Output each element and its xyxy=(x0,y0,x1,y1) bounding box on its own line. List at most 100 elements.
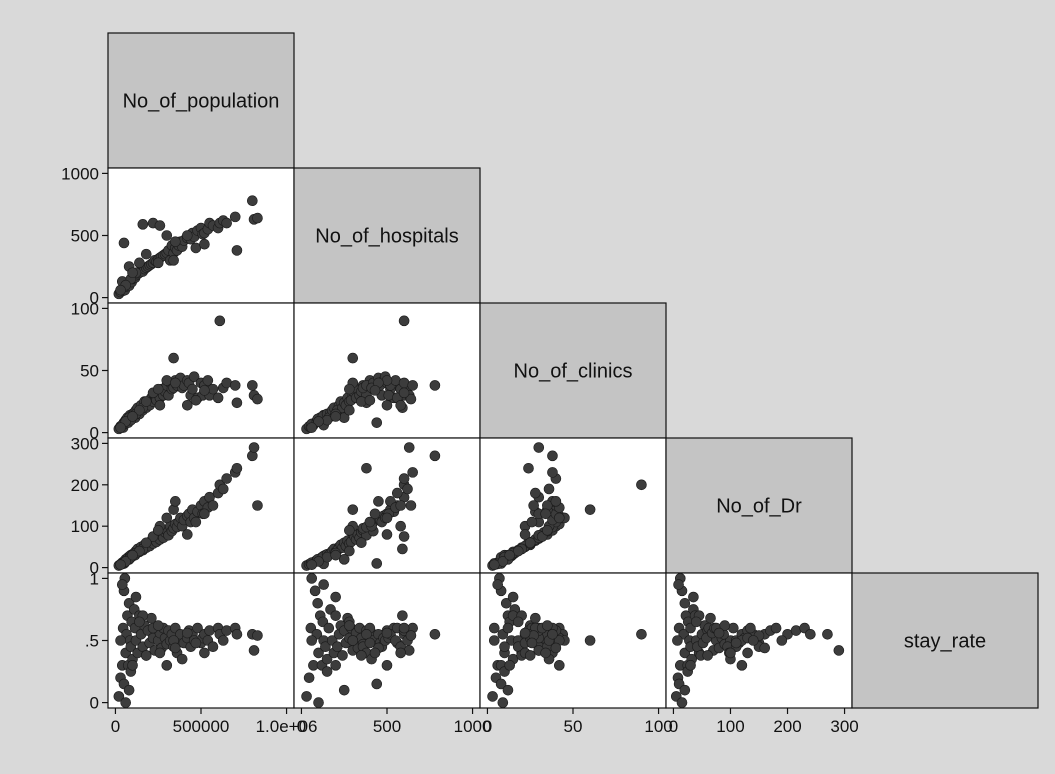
data-point xyxy=(702,650,713,661)
data-point xyxy=(429,628,441,640)
data-point xyxy=(170,642,181,654)
data-point xyxy=(127,549,138,561)
data-point xyxy=(118,237,130,249)
scatter-panel-No_of_hospitals-vs-No_of_population xyxy=(107,167,295,304)
data-point xyxy=(161,230,173,241)
x-tick-label: 0 xyxy=(111,717,120,736)
data-point xyxy=(679,597,691,609)
data-point xyxy=(356,650,367,661)
data-point xyxy=(533,442,545,453)
data-point xyxy=(221,473,232,484)
data-point xyxy=(301,691,312,702)
variable-label-No_of_population: No_of_population xyxy=(123,91,280,113)
data-point xyxy=(407,467,418,478)
data-point xyxy=(395,647,406,659)
data-point xyxy=(523,462,534,474)
scatter-panel-No_of_Dr-vs-No_of_population xyxy=(107,437,295,574)
data-point xyxy=(320,641,331,653)
data-point xyxy=(747,635,759,646)
data-point xyxy=(127,660,138,671)
data-point xyxy=(188,371,200,383)
data-point xyxy=(584,504,596,515)
data-point xyxy=(381,627,393,639)
data-point xyxy=(679,684,691,696)
data-point xyxy=(140,396,152,407)
data-point xyxy=(134,404,145,416)
data-point xyxy=(395,520,406,532)
data-point xyxy=(547,450,558,462)
data-point xyxy=(306,573,318,584)
y-tick-label: 100 xyxy=(71,299,99,318)
y-tick-label: 50 xyxy=(80,362,99,381)
data-point xyxy=(229,211,241,223)
diagonal-cell-stay_rate xyxy=(851,572,1039,709)
diagonal-cell-No_of_hospitals xyxy=(293,167,481,304)
data-point xyxy=(488,622,500,634)
data-point xyxy=(182,529,193,540)
diagonal-cell-No_of_population xyxy=(107,32,295,169)
data-point xyxy=(685,660,696,671)
data-point xyxy=(381,512,393,524)
data-point xyxy=(369,647,381,659)
data-point xyxy=(231,397,243,409)
x-tick-label: 0 xyxy=(297,717,306,736)
data-point xyxy=(214,315,226,327)
data-point xyxy=(381,660,393,671)
data-point xyxy=(199,385,210,396)
data-point xyxy=(542,620,553,631)
data-point xyxy=(115,284,126,296)
data-point xyxy=(116,579,128,590)
data-point xyxy=(519,529,531,540)
data-point xyxy=(676,697,688,708)
data-point xyxy=(344,545,355,557)
data-point xyxy=(152,257,164,269)
data-point xyxy=(309,585,321,597)
x-tick-label: 0 xyxy=(483,717,492,736)
data-point xyxy=(530,487,541,499)
data-point xyxy=(369,508,381,520)
data-point xyxy=(636,479,647,491)
scatter-panel-stay_rate-vs-No_of_clinics xyxy=(479,572,667,709)
data-point xyxy=(488,635,500,646)
data-point xyxy=(115,635,126,646)
data-point xyxy=(492,579,504,590)
scatter-panel-No_of_clinics-vs-No_of_hospitals xyxy=(293,302,481,439)
data-point xyxy=(199,647,210,659)
data-point xyxy=(199,508,210,520)
y-tick-label: 500 xyxy=(71,227,99,246)
data-point xyxy=(524,650,536,661)
data-point xyxy=(398,473,410,484)
data-point xyxy=(113,691,125,702)
data-point xyxy=(369,385,381,396)
data-point xyxy=(805,628,816,640)
scatter-panel-stay_rate-vs-No_of_Dr xyxy=(665,572,853,709)
data-point xyxy=(397,543,408,555)
data-point xyxy=(512,545,524,557)
data-point xyxy=(344,404,355,416)
data-point xyxy=(231,462,243,474)
y-tick-label: 200 xyxy=(71,476,99,495)
data-point xyxy=(690,616,702,628)
data-point xyxy=(212,392,224,404)
data-point xyxy=(497,697,509,708)
data-point xyxy=(356,537,367,549)
data-point xyxy=(364,395,376,406)
data-point xyxy=(487,691,498,702)
data-point xyxy=(395,399,406,411)
data-point xyxy=(247,195,258,207)
data-point xyxy=(330,549,341,561)
data-point xyxy=(337,650,348,661)
x-tick-label: 1.0e+06 xyxy=(256,717,318,736)
scatter-panel-No_of_Dr-vs-No_of_clinics xyxy=(479,437,667,574)
data-point xyxy=(554,660,565,671)
data-point xyxy=(547,467,558,478)
data-point xyxy=(526,516,538,528)
data-point xyxy=(381,399,393,411)
data-point xyxy=(504,660,515,671)
data-point xyxy=(252,500,263,511)
data-point xyxy=(338,554,350,565)
x-tick-label: 1000 xyxy=(454,717,492,736)
data-point xyxy=(347,635,359,646)
data-point xyxy=(247,380,258,391)
data-point xyxy=(519,627,531,639)
